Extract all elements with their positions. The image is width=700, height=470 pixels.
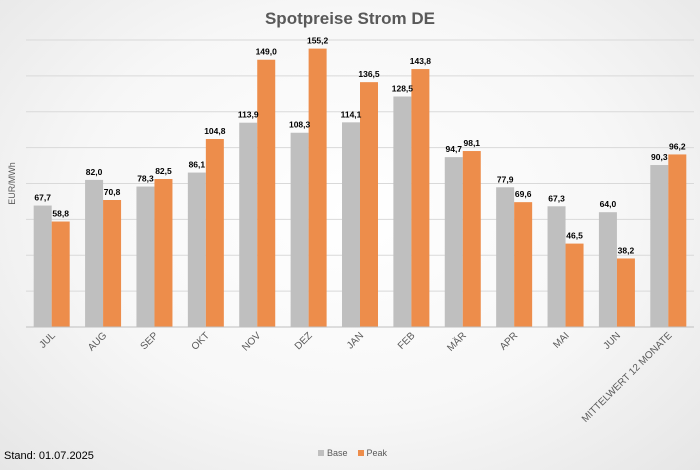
legend-label-base: Base — [327, 448, 348, 458]
x-tick-label: DEZ — [293, 330, 315, 352]
data-label-base: 78,3 — [137, 174, 154, 184]
bar-peak — [360, 82, 378, 327]
data-label-base: 67,7 — [34, 193, 51, 203]
data-label-base: 82,0 — [86, 167, 103, 177]
data-label-base: 77,9 — [497, 174, 514, 184]
data-label-peak: 46,5 — [566, 231, 583, 241]
data-label-peak: 38,2 — [618, 245, 635, 255]
bar-peak — [103, 200, 122, 327]
bar-peak — [514, 202, 533, 327]
legend-label-peak: Peak — [366, 448, 388, 458]
x-tick-label: JAN — [345, 330, 366, 351]
bar-base — [136, 186, 155, 327]
x-tick-label: MÄR — [445, 330, 469, 354]
x-tick-label: MITTELWERT 12 MONATE — [580, 330, 675, 425]
y-axis-label: EUR/MWh — [7, 162, 17, 205]
x-tick-label: APR — [498, 330, 520, 352]
data-label-base: 94,7 — [445, 144, 462, 154]
x-tick-label: AUG — [86, 330, 109, 353]
bar-peak — [462, 151, 481, 327]
bar-peak — [205, 139, 224, 327]
data-label-peak: 58,8 — [52, 209, 69, 219]
bar-peak — [154, 179, 173, 327]
x-tick-label: JUL — [37, 330, 58, 351]
data-label-base: 113,9 — [238, 110, 259, 120]
bar-base — [85, 179, 104, 327]
data-label-base: 86,1 — [189, 160, 206, 170]
x-tick-label: MAI — [551, 330, 571, 350]
x-tick-label: FEB — [396, 330, 418, 352]
data-labels: 67,758,8 82,070,8 78,382,5 86,1 104,8 113,9 14… — [34, 36, 685, 256]
chart-title: Spotpreise Strom DE — [264, 9, 436, 28]
bar-peak — [565, 243, 584, 327]
bar-base — [290, 132, 309, 327]
bar-base — [444, 157, 463, 327]
data-label-peak: 98,1 — [463, 138, 480, 148]
bar-base — [496, 187, 515, 327]
data-label-base: 67,3 — [548, 193, 565, 203]
data-label-peak: 149,0 — [256, 47, 278, 57]
data-label-base: 108,3 — [289, 120, 311, 130]
bar-base — [342, 122, 360, 327]
data-label-peak: 155,2 — [307, 36, 329, 46]
bar-base — [598, 212, 617, 327]
legend-swatch-base — [318, 450, 324, 456]
legend-item-peak: Peak — [357, 448, 388, 458]
bar-peak — [308, 48, 327, 328]
legend-swatch-peak — [357, 450, 364, 456]
x-tick-label: SEP — [139, 330, 161, 352]
data-label-base: 114,1 — [341, 109, 362, 119]
legend-item-base: Base — [318, 448, 348, 458]
data-label-peak: 104,8 — [204, 126, 226, 136]
x-tick-label: NOV — [240, 330, 263, 353]
bar-peak — [668, 154, 687, 327]
data-label-base: 90,3 — [651, 152, 668, 162]
bar-base — [393, 96, 412, 327]
bar-base — [33, 205, 52, 327]
bar-peak — [411, 69, 430, 327]
bar-base — [650, 165, 669, 327]
data-label-peak: 82,5 — [155, 166, 172, 176]
bar-base — [187, 172, 206, 327]
data-label-peak: 69,6 — [515, 189, 532, 199]
data-label-peak: 136,5 — [358, 69, 380, 79]
x-tick-label: JUN — [602, 330, 624, 352]
data-label-peak: 70,8 — [104, 187, 121, 197]
bar-base — [239, 122, 258, 328]
footer-note: Stand: 01.07.2025 — [4, 450, 94, 462]
bar-peak — [51, 221, 70, 327]
data-label-peak: 96,2 — [669, 141, 686, 151]
bar-base — [547, 206, 566, 327]
data-label-base: 64,0 — [600, 199, 617, 209]
bar-peak — [257, 59, 276, 327]
bar-peak — [616, 258, 635, 327]
legend: Base Peak — [318, 448, 387, 458]
bars — [33, 48, 687, 328]
data-label-peak: 143,8 — [410, 56, 432, 66]
data-label-base: 128,5 — [392, 84, 414, 94]
x-tick-label: OKT — [190, 330, 212, 352]
